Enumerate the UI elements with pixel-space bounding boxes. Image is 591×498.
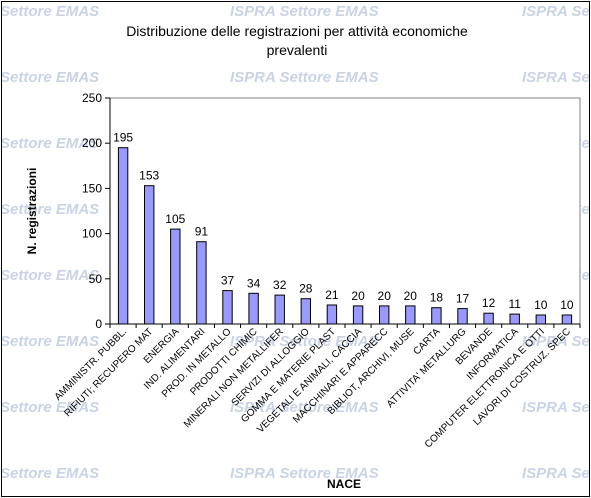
bar (535, 314, 546, 325)
bar (509, 313, 520, 325)
watermark-left: Settore EMAS (2, 399, 99, 416)
category-labels: AMMINISTR. PUBBL.RIFIUTI; RECUPERO MATEN… (53, 326, 573, 450)
watermark-right: ISPRA Settore EMAS (522, 399, 589, 416)
plot-border (109, 97, 581, 325)
watermark-center: ISPRA Settore EMAS (230, 399, 379, 416)
watermark-left: Settore EMAS (2, 333, 99, 350)
watermark-left: Settore EMAS (2, 3, 99, 20)
watermark-right: ISPRA Settore EMAS (522, 3, 589, 20)
data-label: 37 (221, 274, 235, 288)
bar (300, 298, 312, 325)
y-tick-label: 200 (82, 136, 102, 150)
data-label: 10 (534, 298, 548, 312)
data-label: 20 (378, 289, 392, 303)
watermark-left: Settore EMAS (2, 201, 99, 218)
y-tick-label: 250 (82, 91, 102, 105)
data-label: 195 (113, 131, 133, 145)
watermark-left: Settore EMAS (2, 465, 99, 482)
y-tick-label: 50 (89, 272, 103, 286)
bar (170, 228, 181, 325)
bar (379, 305, 390, 325)
bar (274, 294, 285, 325)
data-label: 28 (299, 282, 313, 296)
data-label: 105 (165, 212, 185, 226)
plot-area (109, 97, 581, 325)
bars (109, 147, 581, 328)
x-axis-title: NACE (327, 477, 361, 491)
bar (352, 305, 364, 325)
bar (222, 290, 233, 325)
watermark-right: ISPRA Settore EMAS (522, 333, 589, 350)
watermark-left: Settore EMAS (2, 135, 99, 152)
data-labels: 195 153 105 91 37 34 32 28 21 20 20 20 18 17 12 11 10 10 (113, 131, 574, 312)
watermark-right: ISPRA Settore EMAS (522, 465, 589, 482)
bar (561, 314, 573, 325)
watermark-left: Settore EMAS (2, 69, 99, 86)
bar (326, 304, 338, 325)
bar (196, 241, 207, 325)
chart-title-line-1: Distribuzione delle registrazioni per at… (126, 23, 468, 39)
bar (405, 305, 416, 325)
data-label: 21 (325, 288, 339, 302)
y-tick-label: 150 (82, 181, 102, 195)
watermark-center: ISPRA Settore EMAS (230, 333, 379, 350)
watermark-center: ISPRA Settore EMAS (230, 69, 379, 86)
data-label: 91 (195, 225, 209, 239)
data-label: 11 (508, 297, 521, 311)
bar (248, 292, 259, 325)
watermark-left: Settore EMAS (2, 267, 99, 284)
data-label: 20 (351, 289, 365, 303)
data-label: 34 (247, 276, 261, 290)
watermark-center: ISPRA Settore EMAS (230, 3, 379, 20)
chart-title-line-2: prevalenti (267, 42, 328, 58)
bar (457, 308, 468, 325)
data-label: 153 (139, 169, 159, 183)
data-label: 10 (560, 298, 574, 312)
bar (483, 312, 494, 325)
bar (431, 307, 442, 325)
data-label: 32 (273, 278, 287, 292)
y-tick-label: 100 (82, 227, 102, 241)
watermark-center: ISPRA Settore EMAS (230, 465, 379, 482)
data-label: 20 (404, 289, 418, 303)
data-label: 12 (482, 296, 496, 310)
y-tick-label: 0 (95, 317, 102, 331)
y-axis-title: N. registrazioni (25, 168, 39, 255)
data-label: 17 (456, 292, 470, 306)
data-label: 18 (430, 291, 444, 305)
bar (117, 147, 129, 325)
watermark-right: ISPRA Settore EMAS (522, 69, 589, 86)
bar (144, 185, 155, 325)
